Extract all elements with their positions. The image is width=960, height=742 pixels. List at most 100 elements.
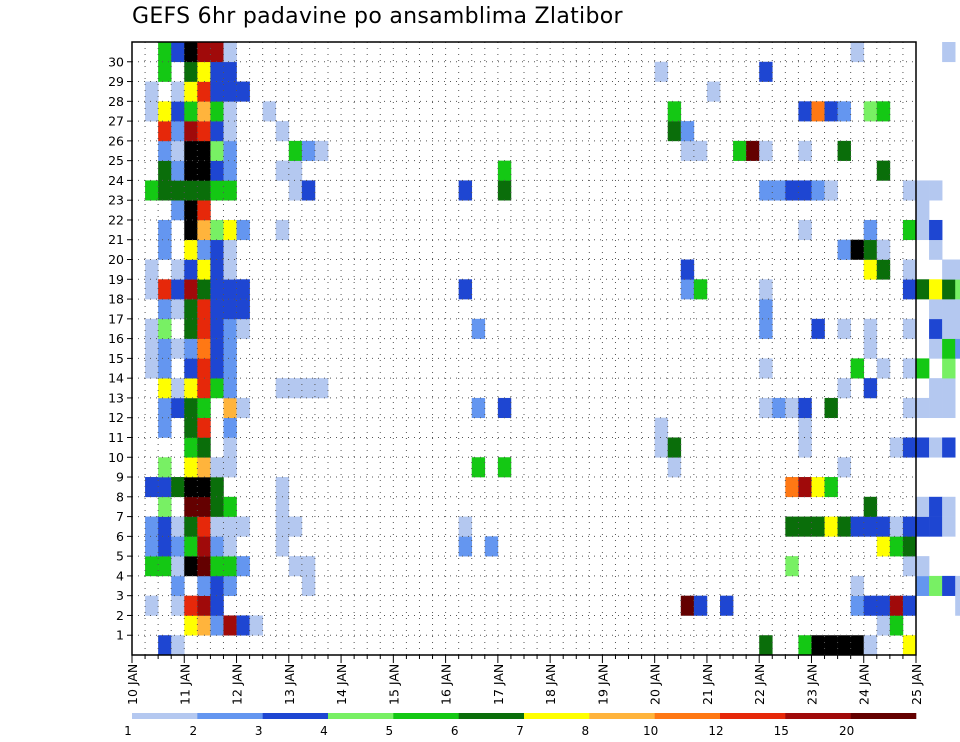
heatmap-cell [171, 575, 185, 596]
y-tick-label: 13 [108, 390, 124, 405]
colorbar-label: 6 [451, 724, 459, 738]
heatmap-cell [824, 635, 838, 656]
heatmap-cell [223, 378, 237, 399]
y-tick-label: 19 [108, 272, 124, 287]
colorbar-label: 2 [189, 724, 197, 738]
heatmap-cell [197, 239, 211, 260]
heatmap-cell [210, 160, 224, 181]
heatmap-cell [210, 615, 224, 636]
heatmap-cell [301, 378, 316, 399]
heatmap-cell [210, 358, 224, 379]
heatmap-cell [680, 279, 695, 300]
heatmap-cell [171, 477, 185, 498]
heatmap-cell [171, 200, 185, 221]
heatmap-cell [929, 279, 943, 300]
heatmap-cell [693, 595, 708, 616]
heatmap-cell [680, 259, 695, 280]
heatmap-cell [223, 259, 237, 280]
heatmap-cell [210, 378, 224, 399]
heatmap-cell [158, 358, 172, 379]
heatmap-cell [811, 101, 825, 122]
heatmap-cell [184, 615, 198, 636]
x-tick-label: 12 JAN [230, 664, 245, 705]
colorbar-label: 7 [516, 724, 524, 738]
heatmap-cell [824, 180, 838, 201]
heatmap-cell [158, 140, 172, 161]
heatmap-cell [654, 61, 669, 82]
heatmap-cell [889, 437, 904, 458]
heatmap-cell [184, 437, 198, 458]
heatmap-cell [785, 180, 799, 201]
heatmap-cell [210, 496, 224, 517]
heatmap-cell [210, 536, 224, 557]
heatmap-cell [197, 101, 211, 122]
heatmap-cell [929, 496, 943, 517]
heatmap-cell [184, 417, 198, 438]
heatmap-cell [145, 358, 159, 379]
heatmap-cell [223, 575, 237, 596]
heatmap-cell [850, 575, 865, 596]
heatmap-cell [863, 378, 878, 399]
heatmap-cell [876, 259, 891, 280]
heatmap-cell [171, 81, 185, 102]
heatmap-cell [223, 496, 237, 517]
heatmap-cell [184, 358, 198, 379]
heatmap-cell [850, 358, 865, 379]
heatmap-cell [236, 299, 250, 320]
y-tick-label: 17 [108, 311, 124, 326]
heatmap-cell [184, 299, 198, 320]
heatmap-cell [667, 121, 682, 142]
y-tick-label: 7 [116, 509, 124, 524]
heatmap-cell [171, 259, 185, 280]
chart-title: GEFS 6hr padavine po ansamblima Zlatibor [132, 4, 623, 29]
heatmap-cell [145, 101, 159, 122]
heatmap-cell [210, 318, 224, 339]
heatmap-cell [785, 477, 799, 498]
heatmap-cell [759, 279, 773, 300]
heatmap-cell [288, 140, 303, 161]
x-tick-label: 18 JAN [543, 664, 558, 705]
colorbar-swatch [850, 713, 917, 719]
heatmap-cell [811, 635, 825, 656]
colorbar-swatch [785, 713, 851, 719]
heatmap-cell [955, 575, 960, 596]
heatmap-cell [288, 180, 303, 201]
heatmap-cell [301, 140, 316, 161]
heatmap-cell [145, 536, 159, 557]
colorbar-label: 4 [320, 724, 328, 738]
heatmap-cell [876, 536, 891, 557]
heatmap-cell [837, 239, 851, 260]
heatmap-cell [876, 516, 891, 537]
heatmap-cell [223, 358, 237, 379]
heatmap-cell [759, 61, 773, 82]
heatmap-cell [902, 536, 917, 557]
heatmap-cell [929, 397, 943, 419]
heatmap-cell [902, 397, 917, 419]
heatmap-cell [667, 101, 682, 122]
heatmap-cell [158, 635, 172, 656]
heatmap-cell [171, 180, 185, 201]
heatmap-cell [902, 516, 917, 537]
y-tick-label: 23 [108, 193, 124, 208]
heatmap-cell [223, 219, 237, 241]
heatmap-cell [197, 536, 211, 557]
y-tick-label: 5 [116, 549, 124, 564]
heatmap-cell [210, 101, 224, 122]
heatmap-cell [785, 397, 799, 419]
y-tick-label: 8 [116, 489, 124, 504]
heatmap-cell [929, 437, 943, 458]
heatmap-cell [785, 556, 799, 577]
heatmap-cell [197, 378, 211, 399]
heatmap-cell [145, 259, 159, 280]
heatmap-cell [210, 219, 224, 241]
y-tick-label: 25 [108, 153, 124, 168]
colorbar-swatch [393, 713, 459, 719]
heatmap-cell [210, 477, 224, 498]
y-tick-label: 4 [116, 568, 124, 583]
y-tick-label: 1 [116, 628, 124, 643]
heatmap-cell [145, 338, 159, 359]
heatmap-cell [184, 140, 198, 161]
y-tick-label: 28 [108, 94, 124, 109]
heatmap-cell [184, 457, 198, 478]
heatmap-cell [458, 180, 473, 201]
